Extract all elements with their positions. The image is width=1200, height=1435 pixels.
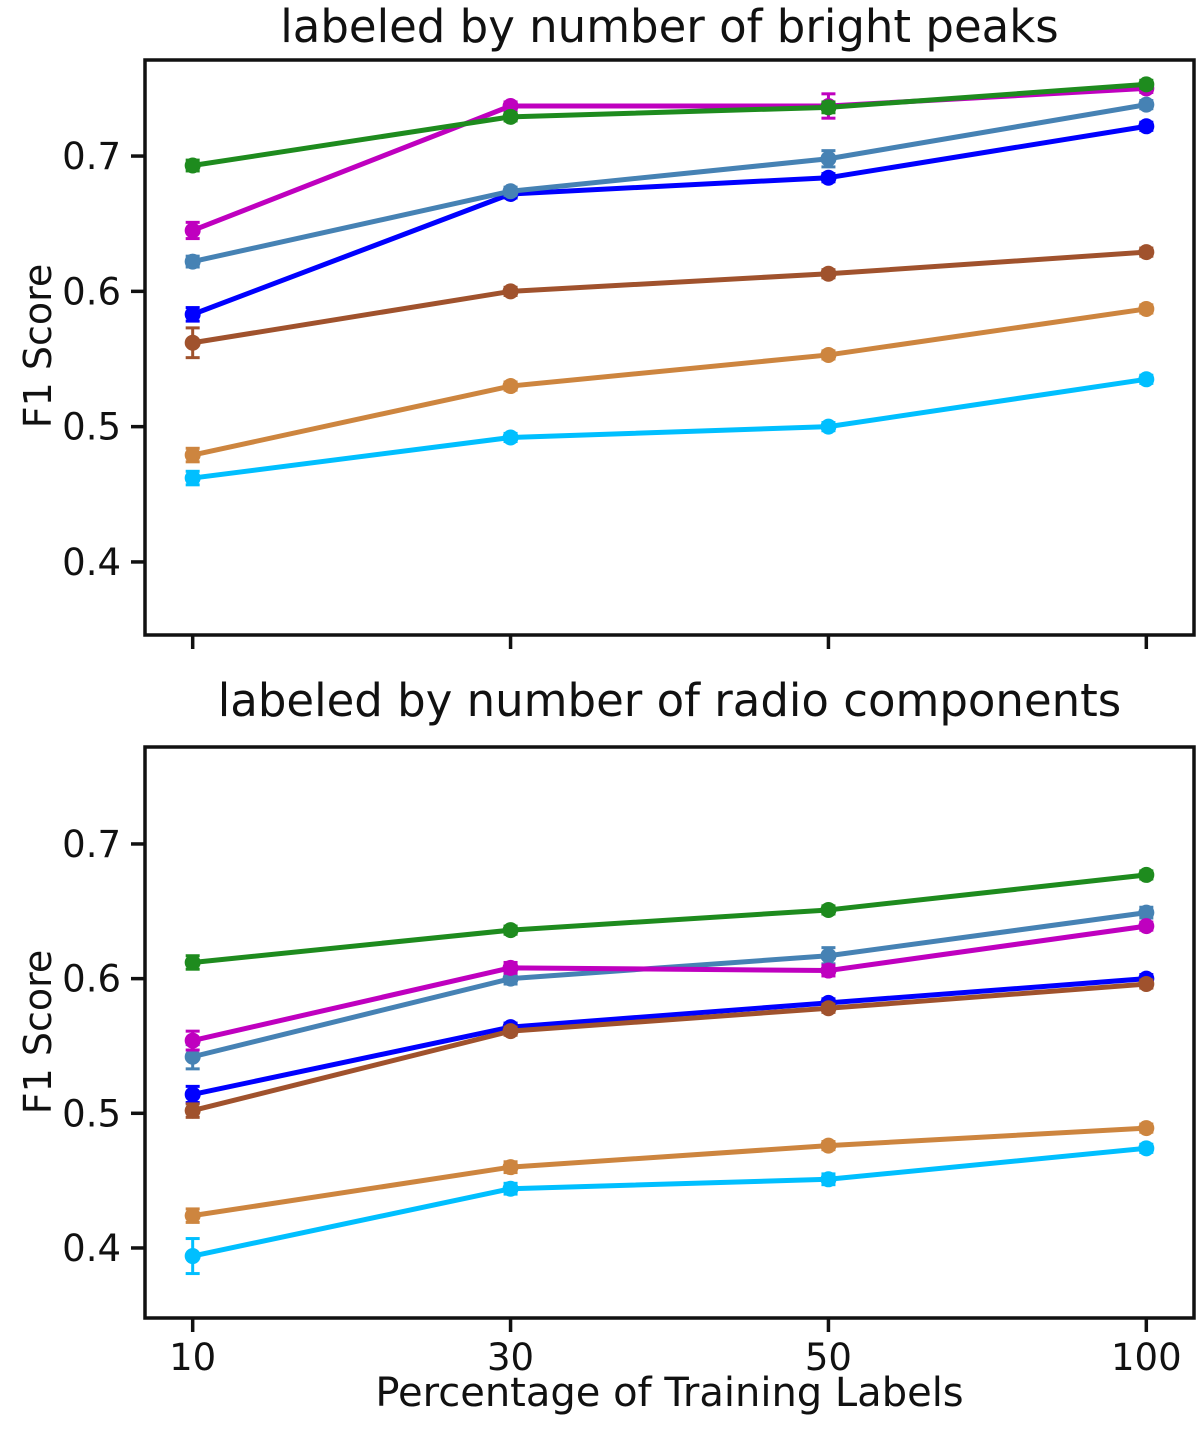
series-brown: [184, 244, 1155, 360]
y-tick-label: 0.5: [62, 1092, 121, 1135]
chart-title-bright-peaks: labeled by number of bright peaks: [280, 0, 1059, 53]
plot-frame: [143, 58, 1196, 637]
data-point-tan: [820, 346, 837, 363]
series-line-cyan: [190, 376, 1149, 481]
series-line-brown: [190, 981, 1149, 1114]
data-point-magenta: [502, 959, 519, 976]
series-green: [184, 866, 1155, 971]
series-line-cyan: [190, 1145, 1149, 1259]
data-point-blue: [184, 306, 201, 323]
data-point-brown: [820, 265, 837, 282]
data-point-magenta: [184, 222, 201, 239]
data-point-steelblue: [502, 183, 519, 200]
series-cyan: [184, 371, 1155, 487]
data-point-green: [820, 901, 837, 918]
data-point-cyan: [1138, 371, 1155, 388]
series-line-green: [190, 81, 1149, 169]
series-tan: [184, 300, 1155, 464]
data-point-cyan: [1138, 1140, 1155, 1157]
y-tick-label: 0.4: [62, 541, 121, 584]
chart-title-radio-components: labeled by number of radio components: [217, 674, 1122, 727]
data-point-green: [184, 157, 201, 174]
data-point-tan: [502, 1159, 519, 1176]
series-green: [184, 76, 1155, 174]
data-point-steelblue: [820, 947, 837, 964]
series-line-tan: [190, 1125, 1149, 1219]
series-blue: [184, 118, 1155, 323]
chart-panel-0: 0.4 0.5 0.6 0.7: [62, 58, 1196, 649]
data-point-tan: [1138, 300, 1155, 317]
data-point-brown: [184, 334, 201, 351]
data-point-steelblue: [1138, 96, 1155, 113]
series-line-tan: [190, 306, 1149, 458]
x-axis-label: Percentage of Training Labels: [375, 1370, 964, 1416]
data-point-green: [502, 922, 519, 939]
data-point-cyan: [502, 429, 519, 446]
data-point-blue: [1138, 118, 1155, 135]
data-point-steelblue: [820, 150, 837, 167]
data-point-tan: [184, 447, 201, 464]
data-point-brown: [1138, 244, 1155, 261]
data-point-tan: [1138, 1120, 1155, 1137]
data-point-cyan: [184, 1248, 201, 1265]
series-magenta: [184, 80, 1155, 241]
data-point-magenta: [1138, 918, 1155, 935]
data-point-green: [820, 99, 837, 116]
data-point-brown: [502, 1023, 519, 1040]
x-tick-label: 100: [1111, 1336, 1182, 1379]
data-point-cyan: [820, 1171, 837, 1188]
data-point-cyan: [502, 1180, 519, 1197]
series-line-brown: [190, 249, 1149, 346]
data-point-steelblue: [184, 253, 201, 270]
data-point-steelblue: [184, 1048, 201, 1065]
x-tick-label: 50: [805, 1336, 852, 1379]
data-point-cyan: [820, 418, 837, 435]
series-steelblue: [184, 96, 1155, 270]
series-tan: [184, 1120, 1155, 1224]
series-brown: [184, 976, 1155, 1119]
series-line-steelblue: [190, 102, 1149, 265]
data-point-brown: [184, 1102, 201, 1119]
data-point-magenta: [184, 1032, 201, 1049]
data-point-green: [1138, 76, 1155, 93]
data-point-blue: [184, 1086, 201, 1103]
data-point-cyan: [184, 470, 201, 487]
data-point-blue: [820, 169, 837, 186]
data-point-brown: [820, 1000, 837, 1017]
y-tick-label: 0.7: [62, 135, 121, 178]
series-magenta: [184, 918, 1155, 1052]
series-line-blue: [190, 976, 1149, 1097]
data-point-green: [184, 954, 201, 971]
data-point-brown: [1138, 976, 1155, 993]
data-point-magenta: [820, 962, 837, 979]
data-point-tan: [502, 378, 519, 395]
data-point-tan: [184, 1207, 201, 1224]
y-tick-label: 0.6: [62, 270, 121, 313]
series-line-blue: [190, 123, 1149, 317]
series-line-magenta: [190, 923, 1149, 1044]
x-tick-label: 30: [487, 1336, 534, 1379]
data-point-tan: [820, 1137, 837, 1154]
data-point-steelblue: [1138, 904, 1155, 921]
plot-frame: [143, 745, 1196, 1320]
series-line-green: [190, 872, 1149, 965]
y-tick-label: 0.6: [62, 958, 121, 1001]
data-point-green: [502, 108, 519, 125]
x-tick-label: 10: [169, 1336, 216, 1379]
data-point-green: [1138, 866, 1155, 883]
y-tick-label: 0.4: [62, 1227, 121, 1270]
series-blue: [184, 970, 1155, 1105]
series-cyan: [184, 1140, 1155, 1276]
y-tick-label: 0.5: [62, 406, 121, 449]
chart-panel-1: 0.4 0.5 0.6 0.7 10 30 50 100: [62, 745, 1196, 1379]
series-line-steelblue: [190, 910, 1149, 1060]
data-point-brown: [502, 283, 519, 300]
y-tick-label: 0.7: [62, 823, 121, 866]
